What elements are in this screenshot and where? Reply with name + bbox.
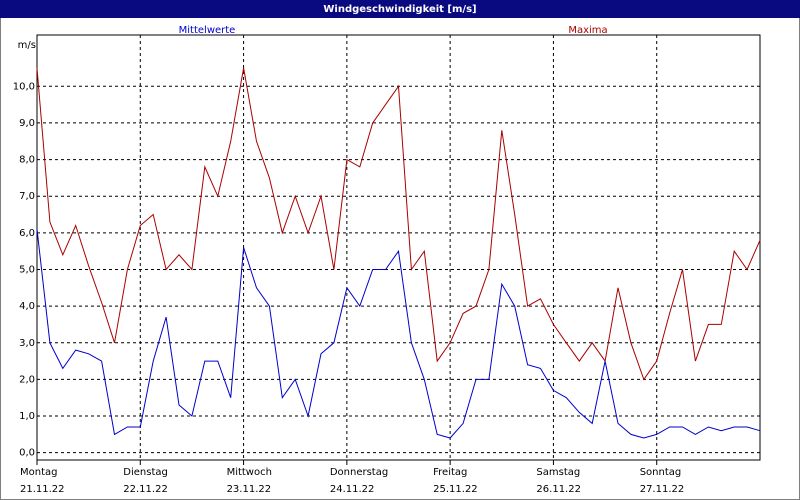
y-tick-label: 9,0 (19, 118, 35, 129)
x-tick-date: 23.11.22 (227, 484, 272, 495)
x-tick-date: 27.11.22 (640, 484, 685, 495)
legend-entry: Mittelwerte (179, 25, 236, 36)
x-tick-label: Sonntag (640, 467, 682, 478)
plot (36, 67, 761, 439)
title-bar (0, 0, 800, 18)
chart-title: Windgeschwindigkeit [m/s] (323, 4, 476, 15)
x-tick-label: Dienstag (123, 467, 168, 478)
x-tick-label: Donnerstag (330, 467, 388, 478)
y-tick-label: 8,0 (19, 155, 35, 166)
legend-entry: Maxima (568, 25, 607, 36)
x-tick-label: Freitag (433, 467, 467, 478)
x-tick-date: 25.11.22 (433, 484, 478, 495)
y-unit: m/s (18, 40, 36, 51)
x-tick-date: 24.11.22 (330, 484, 375, 495)
y-tick-label: 3,0 (19, 338, 35, 349)
series-line (36, 67, 761, 381)
x-tick-label: Montag (20, 467, 57, 478)
y-tick-label: 4,0 (19, 301, 35, 312)
x-tick-date: 21.11.22 (20, 484, 65, 495)
x-tick-date: 26.11.22 (536, 484, 581, 495)
series-line (36, 229, 761, 439)
y-tick-label: 2,0 (19, 374, 35, 385)
y-tick-label: 7,0 (19, 191, 35, 202)
x-tick-label: Samstag (536, 467, 580, 478)
y-tick-label: 6,0 (19, 228, 35, 239)
y-tick-label: 1,0 (19, 411, 35, 422)
x-tick-label: Mittwoch (227, 467, 272, 478)
y-tick-label: 5,0 (19, 264, 35, 275)
y-tick-label: 10,0 (13, 81, 35, 92)
y-tick-label: 0,0 (19, 448, 35, 459)
x-tick-date: 22.11.22 (123, 484, 168, 495)
